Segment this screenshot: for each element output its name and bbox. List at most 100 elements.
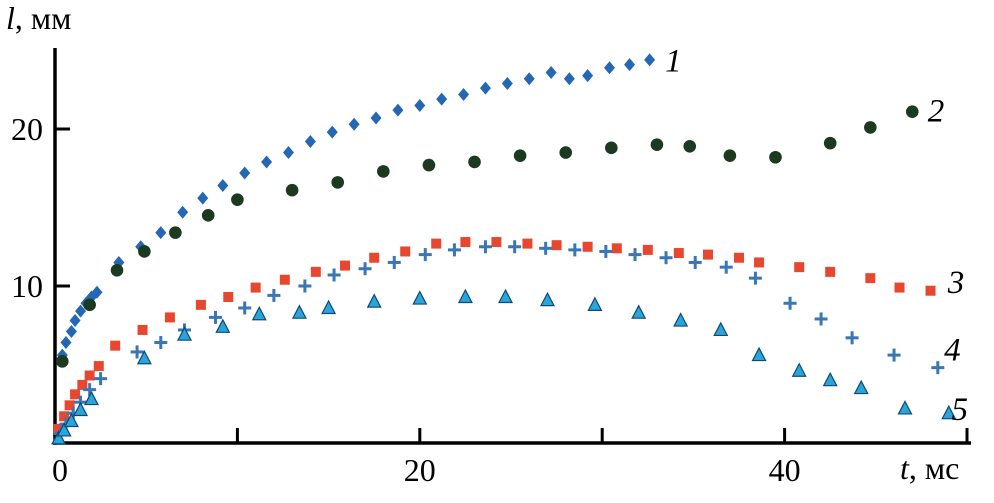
data-point-triangle [631, 304, 647, 319]
data-point-circle [138, 245, 151, 258]
data-point-square [754, 257, 765, 268]
data-point-circle [231, 193, 244, 206]
data-point-diamond [155, 226, 167, 240]
data-point-triangle [412, 290, 428, 305]
data-point-diamond [603, 61, 615, 75]
data-point-circle [905, 105, 919, 119]
data-point-square [925, 285, 936, 296]
data-point-diamond [177, 205, 189, 219]
data-point-square [164, 312, 175, 323]
series-label-2: 2 [928, 94, 945, 130]
data-point-square [70, 389, 81, 400]
x-axis-variable: t [900, 450, 909, 486]
x-tick-label: 40 [769, 452, 801, 488]
y-axis-unit: , мм [14, 0, 72, 36]
data-point-triangle [56, 422, 72, 437]
data-point-square [491, 237, 502, 248]
y-tick-label: 10 [11, 268, 43, 304]
x-tick-label: 0 [52, 452, 68, 488]
data-point-square [84, 370, 95, 381]
data-point-square [702, 249, 713, 260]
data-point-diamond [392, 103, 404, 117]
data-point-triangle [897, 400, 913, 415]
data-point-circle [683, 139, 697, 153]
data-point-circle [110, 264, 124, 277]
data-point-triangle [63, 412, 79, 428]
x-tick-label: 20 [404, 452, 436, 488]
data-point-triangle [291, 304, 307, 319]
data-point-diamond [261, 155, 273, 169]
series-label-1: 1 [665, 43, 682, 79]
data-point-diamond [458, 87, 470, 101]
data-point-triangle [51, 429, 67, 445]
data-point-triangle [587, 296, 603, 311]
data-point-diamond [436, 92, 448, 106]
data-point-circle [823, 136, 837, 150]
data-point-square [642, 244, 653, 255]
data-point-diamond [563, 72, 575, 86]
data-point-circle [285, 183, 299, 197]
data-point-diamond [326, 125, 338, 139]
data-point-diamond [644, 53, 656, 67]
data-point-diamond [479, 81, 491, 95]
data-point-square [64, 400, 75, 411]
data-point-square [865, 273, 876, 284]
series-label-5: 5 [951, 392, 968, 428]
data-point-triangle [791, 362, 807, 377]
data-point-triangle [457, 288, 473, 304]
data-point-square [582, 241, 593, 252]
data-point-diamond [75, 304, 87, 318]
y-tick-label: 20 [11, 111, 43, 147]
data-point-circle [468, 155, 481, 169]
data-point-circle [650, 138, 664, 151]
data-point-square [431, 238, 442, 249]
data-point-triangle [251, 305, 267, 321]
data-point-square [340, 260, 351, 271]
data-point-circle [201, 209, 215, 222]
data-point-diamond [414, 98, 426, 112]
data-point-circle [55, 355, 69, 368]
series-label-4: 4 [944, 332, 961, 368]
data-point-diamond [304, 135, 316, 149]
data-point-diamond [282, 146, 294, 160]
data-point-square [110, 340, 121, 351]
data-point-triangle [673, 312, 689, 327]
data-point-circle [769, 150, 782, 164]
data-point-square [825, 266, 836, 277]
data-point-square [279, 274, 290, 285]
x-axis-unit: , мс [908, 450, 960, 486]
data-point-diamond [501, 76, 513, 90]
data-point-square [93, 361, 104, 372]
data-point-diamond [197, 191, 209, 205]
data-point-diamond [91, 285, 103, 299]
data-point-diamond [545, 65, 557, 79]
data-point-circle [83, 298, 96, 312]
data-point-triangle [177, 326, 192, 341]
data-point-diamond [69, 314, 81, 328]
data-point-triangle [73, 401, 89, 417]
data-point-triangle [136, 349, 152, 365]
data-point-diamond [217, 179, 229, 193]
data-point-square [734, 252, 744, 263]
y-axis-title: l, мм [6, 0, 71, 37]
data-point-triangle [822, 371, 838, 387]
data-point-square [77, 379, 88, 390]
data-point-diamond [239, 166, 251, 180]
data-point-triangle [83, 390, 99, 406]
data-point-square [195, 299, 206, 310]
data-point-circle [422, 158, 436, 172]
data-point-triangle [941, 404, 957, 420]
data-point-square [551, 240, 562, 251]
data-point-triangle [215, 318, 231, 333]
data-point-triangle [321, 299, 337, 315]
data-point-triangle [366, 293, 382, 308]
data-point-circle [723, 149, 737, 162]
data-point-circle [169, 226, 182, 239]
data-point-square [250, 282, 261, 293]
data-point-triangle [751, 346, 767, 362]
data-point-triangle [853, 379, 869, 395]
data-point-square [894, 282, 905, 293]
data-point-diamond [348, 117, 360, 131]
